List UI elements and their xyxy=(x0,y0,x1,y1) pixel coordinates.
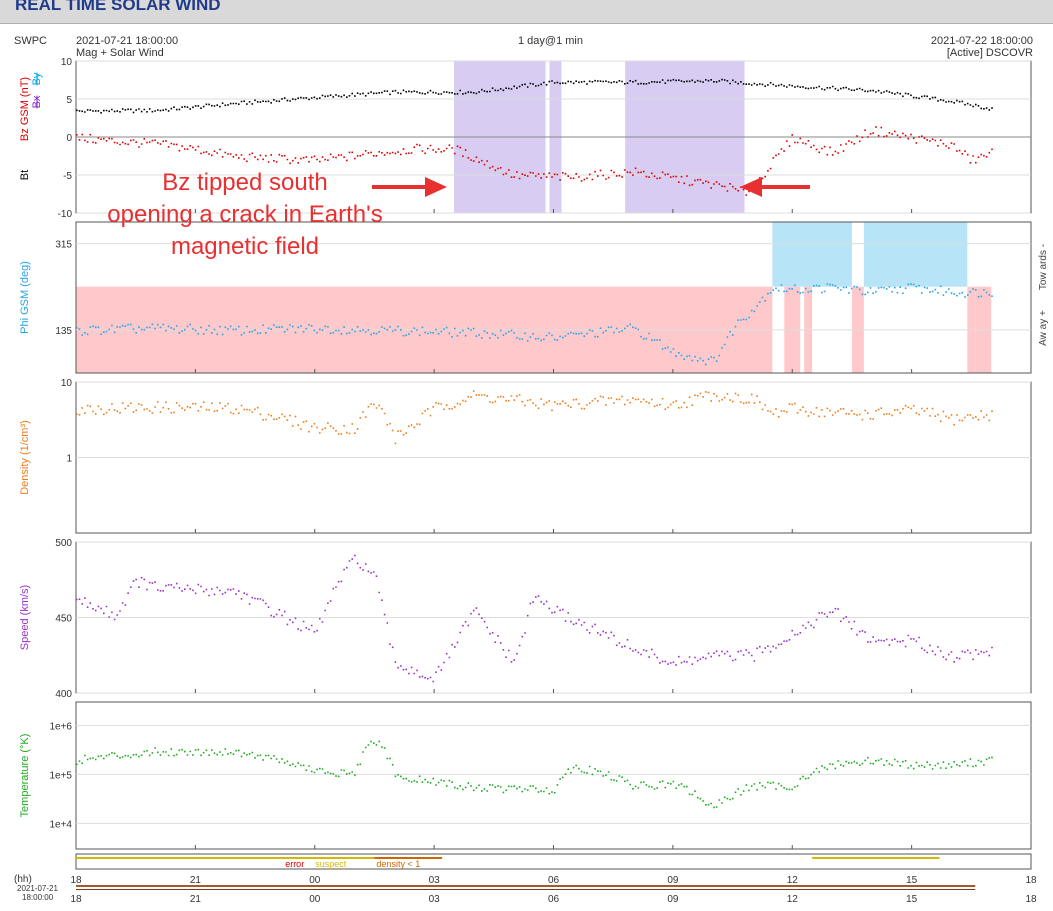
legend-error: error xyxy=(285,859,304,869)
y-axis-label: Speed (km/s) xyxy=(19,585,31,650)
x-date-label-line2: 18:00:00 xyxy=(22,893,54,902)
x-tick-label-bottom: 21 xyxy=(190,894,202,905)
x-tick-label: 00 xyxy=(309,875,321,886)
x-tick-label: 18 xyxy=(1025,875,1037,886)
y-tick-label: 315 xyxy=(55,240,72,251)
page-title: REAL TIME SOLAR WIND xyxy=(15,0,221,14)
x-tick-label-bottom: 18 xyxy=(1025,894,1037,905)
away-label: Aw ay + xyxy=(1038,310,1049,346)
density-flag xyxy=(374,857,443,859)
x-tick-label: 21 xyxy=(190,875,202,886)
x-tick-label: 09 xyxy=(667,875,679,886)
flag-frame xyxy=(75,853,1032,870)
x-axis-unit: (hh) xyxy=(14,874,32,885)
y-axis-label-by: By xyxy=(31,72,43,85)
x-tick-label: 15 xyxy=(906,875,918,886)
annotation-line1: Bz tipped south xyxy=(162,169,327,196)
y-tick-label: 1e+6 xyxy=(49,721,72,732)
y-tick-label: -5 xyxy=(63,171,72,182)
arrow-right-icon xyxy=(372,177,447,197)
x-tick-label-bottom: 15 xyxy=(906,894,918,905)
y-tick-label: 0 xyxy=(66,133,72,144)
y-tick-label: -10 xyxy=(58,209,73,220)
y-tick-label: 400 xyxy=(55,689,72,700)
y-axis-label: Bz GSM (nT) xyxy=(19,77,31,141)
x-tick-label-bottom: 18 xyxy=(70,894,82,905)
annotation-line3: magnetic field xyxy=(171,233,319,260)
y-axis-label-bt: Bt xyxy=(19,170,31,180)
y-tick-label: 1e+4 xyxy=(49,819,72,830)
start-time: 2021-07-21 18:00:00 xyxy=(76,35,179,47)
x-tick-label: 18 xyxy=(70,875,82,886)
timeline-bar xyxy=(76,889,976,890)
end-time: 2021-07-22 18:00:00 xyxy=(930,35,1033,47)
y-axis-label: Phi GSM (deg) xyxy=(19,261,31,334)
timeline-bar xyxy=(76,885,976,887)
speed-series xyxy=(76,554,993,683)
x-tick-label: 03 xyxy=(429,875,441,886)
y-tick-label: 10 xyxy=(61,378,73,389)
towards-label: Tow ards - xyxy=(1038,244,1049,290)
legend-suspect: suspect xyxy=(315,859,347,869)
x-tick-label-bottom: 09 xyxy=(667,894,679,905)
x-tick-label-bottom: 12 xyxy=(787,894,799,905)
suspect-flag xyxy=(812,857,940,859)
panel-frame xyxy=(75,701,1032,850)
y-tick-label: 5 xyxy=(66,95,72,106)
y-axis-label: Temperature (°K) xyxy=(19,734,31,818)
y-axis-label-bx: Bx xyxy=(31,95,43,108)
x-tick-label-bottom: 00 xyxy=(309,894,321,905)
y-tick-label: 500 xyxy=(55,538,72,549)
solar-wind-chart: 1050-5-103151351015004504001e+61e+51e+4B… xyxy=(14,57,1049,905)
spacecraft-label: [Active] DSCOVR xyxy=(946,47,1033,59)
title-bar: REAL TIME SOLAR WIND xyxy=(0,0,1053,24)
suspect-flag xyxy=(76,857,375,859)
x-tick-label: 12 xyxy=(787,875,799,886)
x-date-label-line1: 2021-07-21 xyxy=(17,884,58,893)
panel-subtitle: Mag + Solar Wind xyxy=(76,47,164,59)
y-tick-label: 450 xyxy=(55,614,72,625)
density-series xyxy=(76,390,993,445)
y-tick-label: 135 xyxy=(55,326,72,337)
x-tick-label: 06 xyxy=(548,875,560,886)
legend-density: density < 1 xyxy=(376,859,420,869)
towards-shade xyxy=(863,222,968,287)
y-tick-label: 1e+5 xyxy=(49,770,72,781)
x-tick-label-bottom: 06 xyxy=(548,894,560,905)
resolution-label: 1 day@1 min xyxy=(518,35,583,47)
y-tick-label: 1 xyxy=(66,454,72,465)
y-axis-label: Density (1/cm³) xyxy=(19,420,31,495)
arrow-left-icon xyxy=(740,177,810,197)
x-tick-label-bottom: 03 xyxy=(429,894,441,905)
annotation-line2: opening a crack in Earth's xyxy=(107,201,382,228)
towards-shade xyxy=(772,222,852,287)
source-label: SWPC xyxy=(14,35,47,47)
y-tick-label: 10 xyxy=(61,57,73,68)
